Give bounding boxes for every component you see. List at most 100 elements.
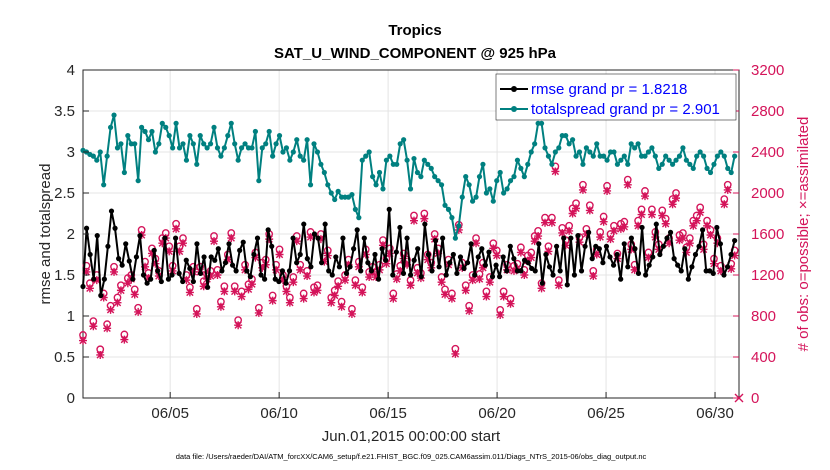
obs-assimilated-point xyxy=(316,235,325,244)
obs-assimilated-point xyxy=(327,298,336,307)
rmse-point xyxy=(162,235,168,241)
rmse-point xyxy=(205,284,211,290)
rmse-point xyxy=(411,257,417,263)
rmse-point xyxy=(575,233,581,239)
legend-spread-marker xyxy=(511,106,517,112)
totalspread-point xyxy=(197,133,203,139)
rmse-point xyxy=(717,241,723,247)
y-left-tick-label: 4 xyxy=(67,62,75,79)
totalspread-point xyxy=(697,149,703,155)
totalspread-point xyxy=(380,186,386,192)
y-right-label: # of obs: o=possible; ×=assimilated xyxy=(795,117,812,352)
obs-assimilated-point xyxy=(627,245,636,254)
obs-assimilated-point xyxy=(661,219,670,228)
totalspread-point xyxy=(690,165,696,171)
y-right-tick-label: 1600 xyxy=(751,226,784,243)
totalspread-point xyxy=(507,178,514,184)
totalspread-point xyxy=(332,196,338,203)
rmse-point xyxy=(479,246,485,252)
rmse-point xyxy=(568,235,574,241)
rmse-point xyxy=(251,251,257,258)
rmse-point xyxy=(546,264,553,270)
totalspread-point xyxy=(659,161,665,167)
obs-assimilated-point xyxy=(530,237,539,246)
totalspread-point xyxy=(669,161,676,167)
obs-assimilated-point xyxy=(492,251,501,260)
totalspread-point xyxy=(652,153,658,159)
obs-assimilated-point xyxy=(130,290,139,299)
rmse-point xyxy=(265,227,271,233)
legend-rmse-label: rmse grand pr = 1.8218 xyxy=(531,81,687,98)
obs-assimilated-point xyxy=(551,167,560,176)
rmse-point xyxy=(183,257,189,263)
totalspread-point xyxy=(363,153,369,159)
totalspread-point xyxy=(666,157,672,163)
totalspread-point xyxy=(301,157,307,163)
rmse-point xyxy=(144,280,150,286)
obs-assimilated-point xyxy=(134,307,143,316)
x-tick-label: 06/05 xyxy=(151,405,189,422)
rmse-point xyxy=(518,268,524,274)
totalspread-point xyxy=(321,169,327,176)
rmse-point xyxy=(333,254,339,260)
totalspread-point xyxy=(673,157,679,163)
obs-assimilated-point xyxy=(682,248,691,257)
rmse-point xyxy=(564,282,570,288)
rmse-point xyxy=(468,241,474,247)
rmse-point xyxy=(561,235,567,241)
rmse-point xyxy=(643,272,649,278)
obs-assimilated-point xyxy=(296,265,305,274)
rmse-point xyxy=(283,280,289,286)
rmse-point xyxy=(685,276,691,282)
totalspread-point xyxy=(459,194,465,200)
rmse-point xyxy=(696,243,702,249)
obs-assimilated-point xyxy=(172,224,181,233)
totalspread-point xyxy=(294,137,300,143)
totalspread-point xyxy=(204,145,210,151)
totalspread-point xyxy=(387,153,393,159)
rmse-point xyxy=(108,208,115,214)
obs-assimilated-point xyxy=(354,262,363,271)
obs-assimilated-point xyxy=(668,200,677,209)
totalspread-point xyxy=(397,141,403,147)
obs-assimilated-point xyxy=(665,239,674,248)
data-file-footnote: data file: /Users/raeder/DAI/ATM_forcXX/… xyxy=(176,452,647,461)
obs-assimilated-point xyxy=(558,228,567,237)
totalspread-point xyxy=(283,145,290,151)
totalspread-point xyxy=(325,182,331,188)
obs-assimilated-point xyxy=(675,236,684,245)
rmse-point xyxy=(422,221,428,227)
obs-assimilated-point xyxy=(678,234,687,243)
totalspread-point xyxy=(721,153,727,159)
totalspread-point xyxy=(545,153,552,159)
legend-spread-label: totalspread grand pr = 2.901 xyxy=(531,101,720,118)
rmse-point xyxy=(304,256,310,262)
rmse-point xyxy=(586,229,592,235)
rmse-point xyxy=(354,227,360,233)
totalspread-point xyxy=(349,192,355,198)
totalspread-point xyxy=(563,133,569,139)
rmse-point xyxy=(646,262,652,268)
totalspread-point xyxy=(190,141,196,147)
obs-assimilated-point xyxy=(461,286,470,295)
totalspread-point xyxy=(676,153,683,159)
obs-assimilated-point xyxy=(585,206,594,215)
obs-assimilated-point xyxy=(423,255,432,264)
obs-assimilated-point xyxy=(320,257,329,266)
totalspread-point xyxy=(632,145,638,151)
legend: rmse grand pr = 1.8218 totalspread grand… xyxy=(495,73,737,121)
obs-assimilated-point xyxy=(89,322,98,331)
totalspread-point xyxy=(259,145,265,151)
obs-assimilated-point xyxy=(620,222,629,231)
obs-assimilated-point xyxy=(158,239,167,248)
totalspread-point xyxy=(225,133,231,139)
totalspread-point xyxy=(414,169,421,176)
totalspread-point xyxy=(311,141,317,147)
rmse-point xyxy=(276,278,282,285)
obs-assimilated-point xyxy=(141,262,150,271)
x-tick-label: 06/30 xyxy=(696,405,734,422)
totalspread-point xyxy=(604,157,610,163)
totalspread-point xyxy=(525,161,531,167)
y-right-tick-label: 0 xyxy=(751,390,759,407)
obs-assimilated-point xyxy=(537,284,546,293)
